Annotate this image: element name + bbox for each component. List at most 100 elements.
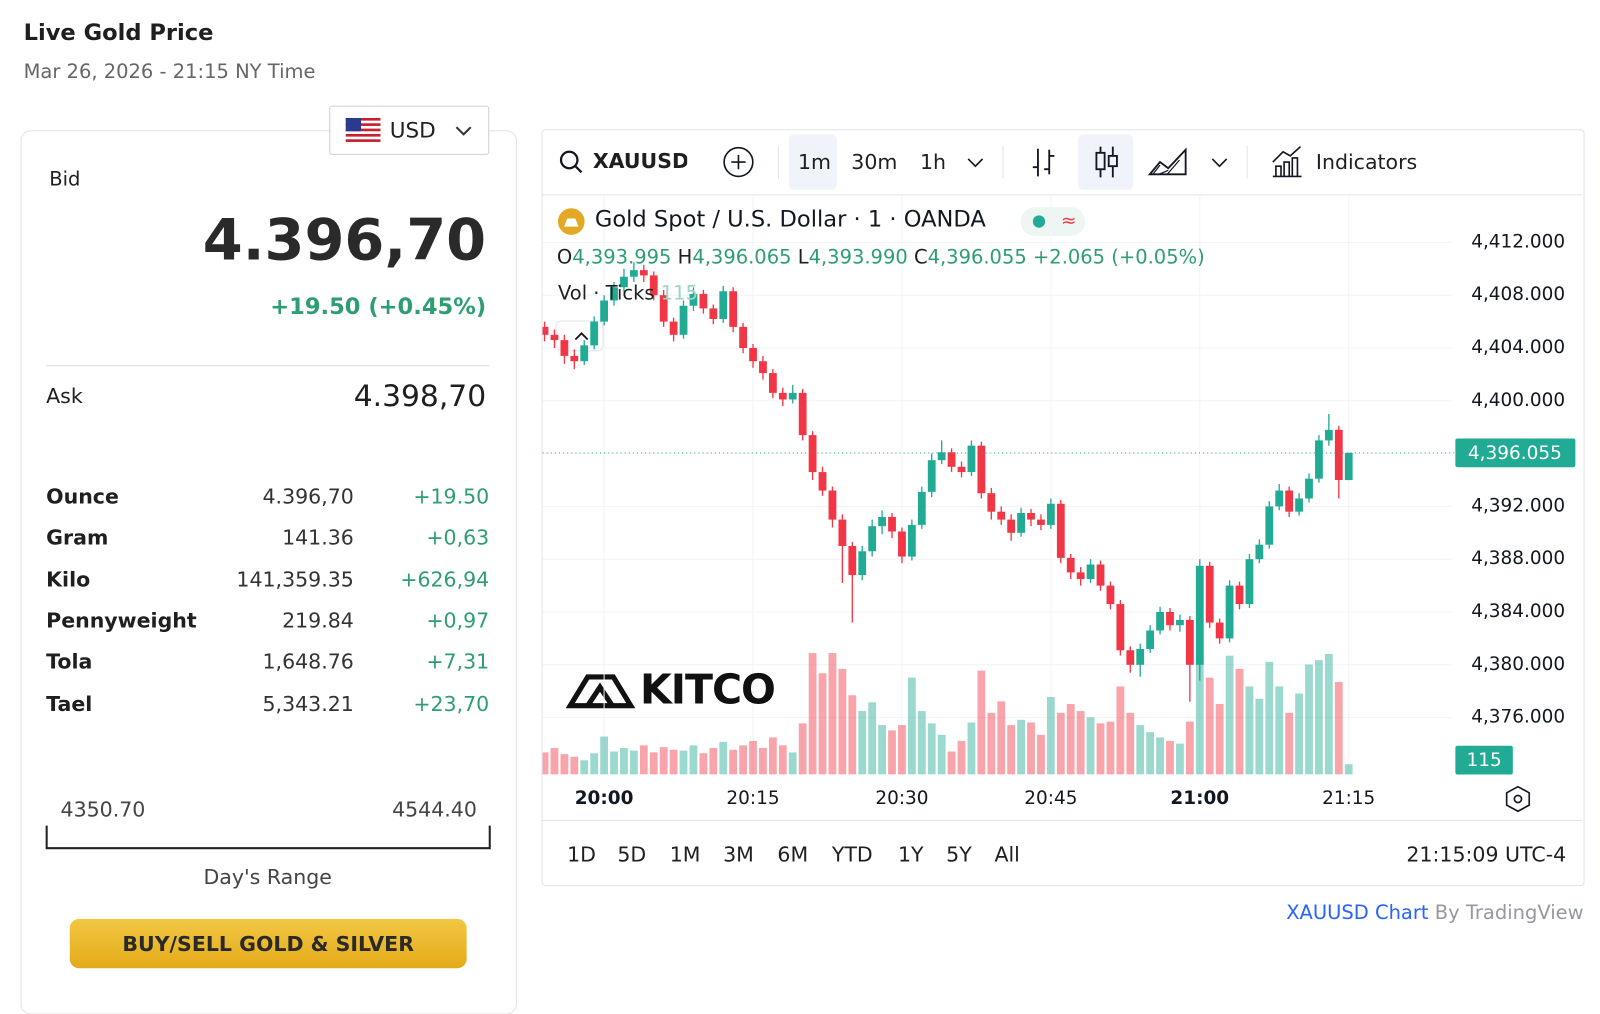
volume-bar — [759, 747, 767, 775]
unit-change: +0,97 — [426, 608, 490, 633]
style-menu[interactable] — [1211, 158, 1228, 168]
volume-bar — [848, 695, 857, 775]
candle-body — [1116, 604, 1125, 651]
volume-bar — [550, 747, 559, 775]
candle-body — [719, 291, 728, 319]
unit-change: +23,70 — [413, 690, 490, 716]
period-button[interactable]: 6M — [777, 842, 809, 867]
volume-bar — [1156, 737, 1164, 775]
indicators-icon[interactable] — [1272, 146, 1302, 178]
volume-bar — [1315, 660, 1323, 775]
range-bracket — [45, 825, 491, 850]
ohlc-label: O — [556, 246, 573, 269]
status-dot — [1032, 215, 1046, 228]
unit-price: 219.84 — [282, 608, 354, 633]
candle-body — [917, 491, 926, 525]
candle-body — [808, 435, 817, 473]
candle-body — [1176, 619, 1184, 626]
y-tick-label: 4,384.000 — [1471, 601, 1565, 622]
currency-label: USD — [389, 117, 436, 143]
volume-bar — [967, 722, 976, 775]
volume-bar — [768, 737, 777, 775]
candle-body — [1285, 490, 1294, 512]
candle-body — [610, 287, 618, 301]
candle-body — [729, 291, 738, 327]
volume-bar — [1037, 734, 1045, 775]
candles-icon[interactable] — [1095, 146, 1118, 178]
candle-body — [629, 270, 638, 277]
interval-1m[interactable]: 1m — [797, 149, 831, 175]
volume-bar — [709, 747, 718, 775]
legend-volume: Vol · Ticks 115 — [558, 282, 698, 305]
settings-icon[interactable] — [1505, 785, 1531, 813]
range-label: Day's Range — [203, 864, 332, 890]
bars-icon[interactable] — [1032, 148, 1055, 177]
interval-1h[interactable]: 1h — [919, 149, 947, 175]
attribution-link[interactable]: XAUUSD Chart — [1286, 901, 1429, 925]
period-button[interactable]: 5D — [617, 842, 647, 867]
volume-bar — [679, 750, 688, 775]
y-tick-label: 4,400.000 — [1471, 390, 1565, 411]
candle-body — [699, 293, 708, 309]
candle-body — [1334, 429, 1343, 480]
volume-bar — [977, 670, 986, 775]
candle-body — [907, 524, 916, 557]
candle-body — [1255, 544, 1264, 560]
volume-bar — [620, 747, 628, 775]
interval-30m[interactable]: 30m — [851, 149, 898, 175]
bid-change: +19.50 (+0.45%) — [270, 294, 487, 320]
candle-body — [1195, 565, 1204, 665]
volume-bar — [1334, 682, 1343, 775]
candle-body — [620, 276, 628, 288]
chart-frame — [541, 129, 1585, 887]
volume-bar — [927, 723, 936, 775]
candle-body — [957, 466, 966, 473]
ohlc-label: L — [797, 246, 809, 269]
volume-bar — [629, 750, 638, 775]
candle-body — [639, 270, 648, 276]
volume-bar — [1245, 686, 1254, 775]
currency-select[interactable]: USD — [329, 105, 490, 155]
ohlc-value: 4,396.065 — [692, 246, 792, 269]
period-button[interactable]: 3M — [723, 842, 754, 867]
candle-body — [1037, 519, 1045, 525]
period-button[interactable]: 1D — [567, 842, 596, 867]
symbol-input[interactable]: XAUUSD — [592, 148, 688, 174]
y-tick-label: 4,412.000 — [1471, 231, 1565, 252]
legend-title: Gold Spot / U.S. Dollar · 1 · OANDA — [594, 207, 986, 233]
volume-bar — [729, 749, 738, 775]
ohlc-label: C — [913, 246, 928, 269]
y-tick-label: 4,380.000 — [1471, 654, 1565, 675]
period-button[interactable]: 1M — [669, 842, 701, 867]
candle-body — [788, 392, 797, 400]
volume-bar — [1225, 655, 1234, 775]
period-button[interactable]: 5Y — [946, 842, 972, 867]
volume-bar — [947, 751, 956, 775]
period-button[interactable]: YTD — [831, 842, 873, 867]
search-icon[interactable] — [559, 150, 583, 174]
candle-body — [1096, 564, 1105, 586]
period-button[interactable]: 1Y — [897, 842, 924, 867]
volume-bar — [997, 701, 1006, 775]
candle-body — [888, 516, 896, 532]
bid-price: 4.396,70 — [202, 207, 487, 274]
volume-bar — [1046, 696, 1055, 775]
interval-menu[interactable] — [967, 158, 984, 168]
area-icon[interactable] — [1147, 147, 1187, 176]
ohlc-value: 4,393.990 — [808, 246, 908, 269]
ask-price: 4.398,70 — [353, 378, 487, 414]
indicators-button[interactable]: Indicators — [1315, 149, 1418, 175]
volume-bar — [937, 734, 946, 775]
candle-body — [590, 321, 599, 346]
buy-sell-button[interactable]: BUY/SELL GOLD & SILVER — [69, 918, 467, 969]
volume-bar — [888, 730, 896, 775]
ohlc-value: 4,393.995 — [572, 246, 672, 269]
period-button[interactable]: All — [994, 842, 1020, 867]
add-symbol-icon[interactable] — [723, 146, 754, 178]
candle-body — [1106, 585, 1115, 605]
volume-bar — [987, 712, 996, 775]
candle-body — [1136, 648, 1145, 665]
volume-bar — [659, 747, 668, 775]
candle-body — [689, 293, 698, 306]
volume-bar — [580, 760, 589, 775]
